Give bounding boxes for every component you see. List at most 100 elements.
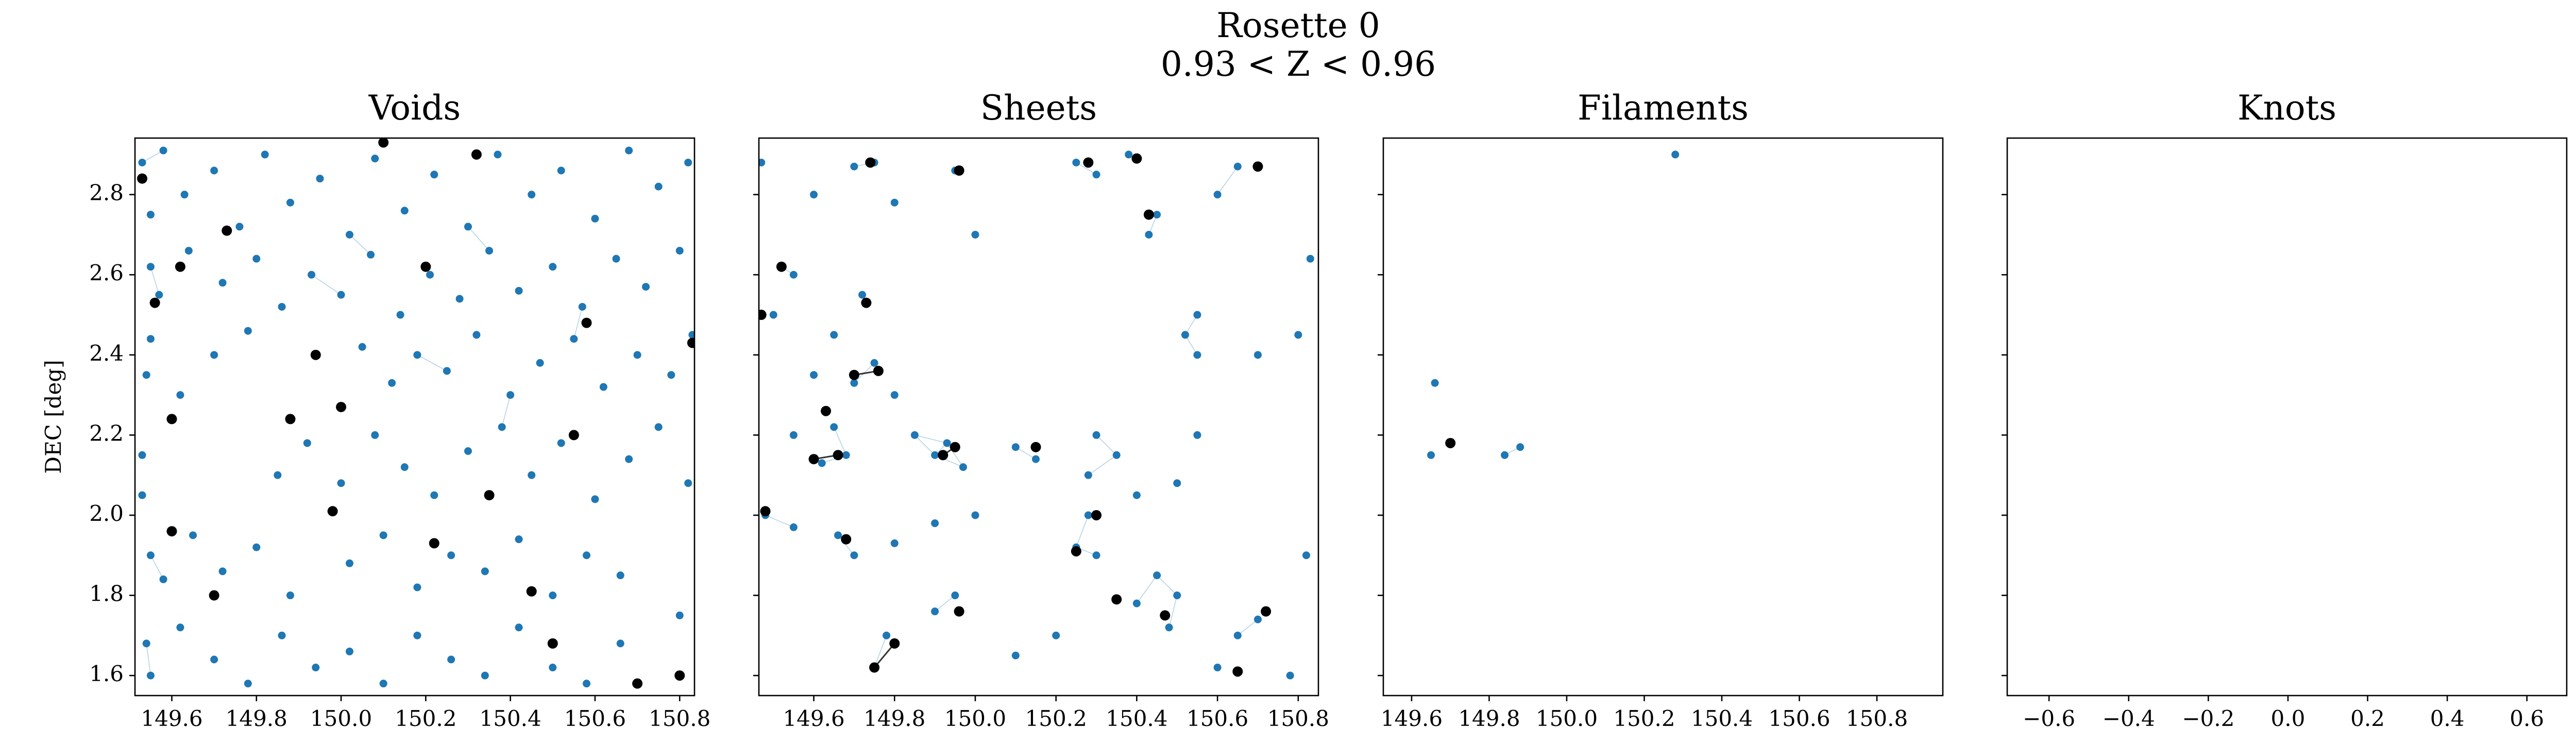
blue-point — [1011, 443, 1020, 451]
black-point — [760, 506, 771, 517]
network-edge — [1168, 595, 1178, 628]
blue-point — [1501, 451, 1509, 459]
network-edge — [837, 535, 855, 556]
blue-point — [138, 451, 146, 459]
blue-point — [498, 423, 506, 431]
network-edge — [142, 150, 164, 163]
network-edge — [874, 635, 887, 668]
blue-point — [146, 671, 155, 680]
blue-point — [146, 211, 155, 219]
black-point — [327, 506, 338, 517]
blue-point — [1233, 631, 1242, 639]
blue-point — [455, 295, 464, 303]
blue-point — [612, 255, 620, 263]
y-tick-label: 2.2 — [89, 420, 124, 446]
x-tick-label: 149.6 — [1381, 706, 1443, 731]
black-point — [1131, 153, 1142, 164]
x-tick-label: 150.4 — [1106, 706, 1167, 731]
blue-point — [549, 664, 557, 672]
blue-point — [1173, 479, 1181, 487]
blue-point — [890, 539, 899, 547]
blue-point — [443, 367, 451, 375]
blue-point — [830, 331, 838, 339]
blue-point — [345, 230, 353, 239]
black-point — [166, 414, 177, 425]
blue-point — [142, 371, 150, 379]
blue-point — [345, 647, 353, 655]
x-tick-label: 0.4 — [2430, 706, 2465, 731]
blue-point — [413, 351, 421, 359]
blue-point — [1165, 623, 1173, 632]
black-point — [849, 369, 859, 380]
black-point — [222, 225, 232, 236]
blue-point — [367, 250, 375, 259]
blue-point — [430, 491, 438, 499]
blue-point — [1193, 311, 1201, 319]
blue-point — [481, 671, 489, 680]
blue-point — [252, 543, 261, 551]
blue-point — [759, 158, 766, 166]
black-point — [841, 534, 852, 545]
black-point — [1143, 209, 1154, 220]
black-point — [674, 670, 685, 681]
blue-point — [146, 551, 155, 560]
blue-point — [400, 207, 409, 215]
blue-point — [464, 223, 472, 231]
blue-point — [850, 162, 858, 171]
blue-point — [971, 511, 979, 519]
blue-point — [176, 623, 184, 632]
blue-point — [931, 451, 939, 459]
blue-point — [625, 455, 633, 463]
blue-point — [388, 379, 396, 387]
blue-point — [842, 451, 850, 459]
black-point — [954, 165, 964, 176]
black-point — [1091, 510, 1102, 520]
blue-point — [303, 439, 311, 447]
blue-point — [1427, 451, 1435, 459]
blue-point — [931, 519, 939, 528]
blue-point — [599, 383, 607, 391]
black-point — [420, 261, 431, 272]
blue-point — [1181, 331, 1189, 339]
black-point — [1160, 610, 1171, 621]
network-edge — [467, 226, 490, 251]
black-point — [581, 317, 592, 328]
network-edge — [146, 643, 151, 676]
blue-point — [578, 302, 586, 311]
blue-point — [789, 523, 798, 531]
blue-point — [834, 531, 842, 539]
blue-point — [1145, 230, 1153, 239]
black-point — [808, 454, 819, 465]
blue-point — [642, 283, 650, 291]
blue-point — [278, 631, 286, 639]
blue-point — [138, 158, 146, 166]
blue-point — [1125, 150, 1133, 159]
network-edge — [1136, 575, 1158, 604]
network-edge — [1096, 434, 1117, 455]
blue-point — [557, 439, 565, 447]
blue-point — [830, 423, 838, 431]
blue-point — [218, 567, 227, 576]
blue-point — [1671, 150, 1680, 159]
x-tick-label: 0.0 — [2271, 706, 2306, 731]
network-edge — [417, 354, 447, 371]
x-tick-label: 0.2 — [2350, 706, 2385, 731]
blue-point — [1052, 631, 1060, 639]
x-tick-label: −0.2 — [2182, 706, 2234, 731]
black-point — [175, 261, 185, 272]
blue-point — [286, 198, 294, 207]
axes-frame — [758, 137, 1319, 697]
network-edge — [1217, 166, 1238, 195]
black-point — [1445, 437, 1456, 448]
blue-point — [146, 263, 155, 271]
x-tick-label: 150.2 — [1613, 706, 1675, 731]
blue-point — [345, 559, 353, 567]
blue-point — [426, 270, 434, 279]
blue-point — [931, 607, 939, 616]
black-point — [310, 349, 321, 360]
blue-point — [1112, 451, 1121, 459]
blue-point — [184, 247, 193, 255]
network-edge — [1088, 454, 1117, 476]
